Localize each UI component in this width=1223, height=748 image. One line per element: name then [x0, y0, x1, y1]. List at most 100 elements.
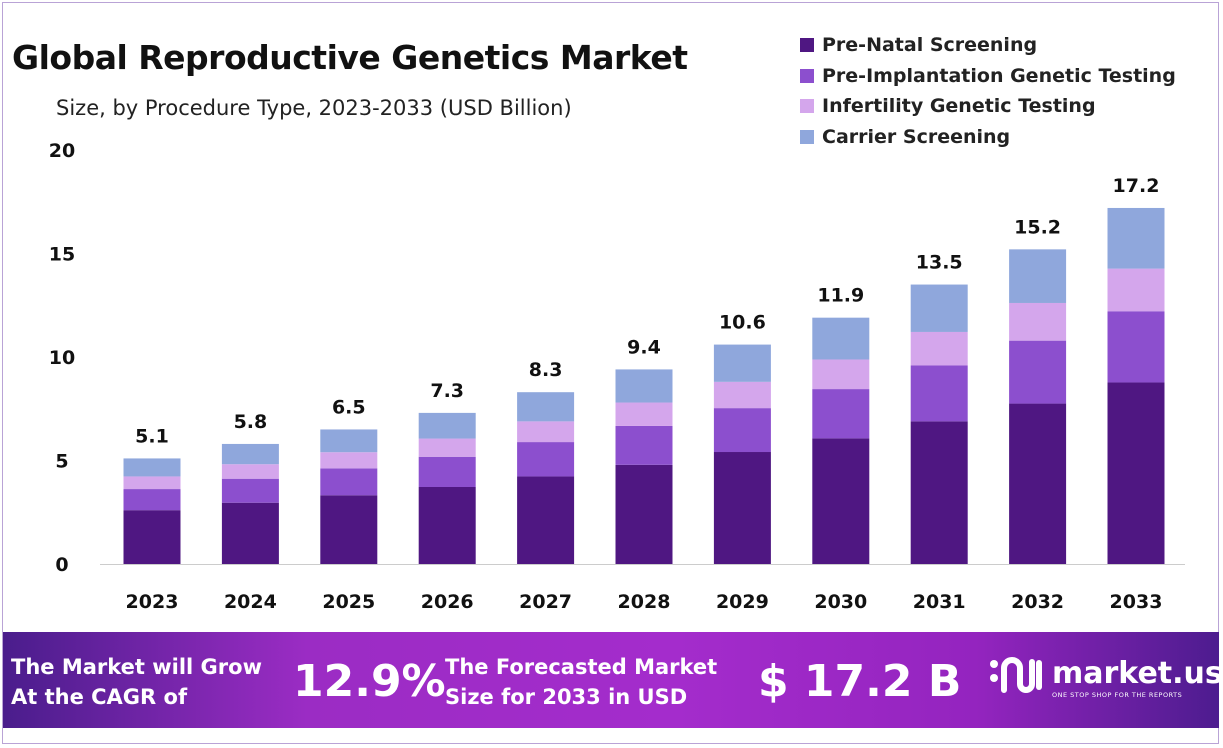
- bar-segment-carrier-screening-2025: [320, 429, 378, 453]
- y-tick-label: 0: [55, 554, 68, 576]
- bar-segment-carrier-screening-2023: [123, 458, 181, 477]
- legend-item: Infertility Genetic Testing: [800, 91, 1176, 122]
- bar-segment-carrier-screening-2029: [713, 344, 771, 382]
- bar-segment-carrier-screening-2031: [910, 284, 968, 332]
- y-tick-label: 15: [49, 244, 75, 266]
- forecast-label-line1: The Forecasted Market: [445, 655, 718, 679]
- bar-segment-infertility-genetic-testing-2024: [221, 464, 279, 479]
- bar-segment-pre-natal-screening-2024: [221, 502, 279, 564]
- bar-segment-pre-implantation-genetic-testing-2026: [418, 456, 476, 487]
- legend-swatch: [800, 68, 814, 83]
- legend-label: Infertility Genetic Testing: [822, 95, 1096, 118]
- legend-label: Pre-Natal Screening: [822, 34, 1038, 57]
- bar-segment-pre-natal-screening-2027: [517, 476, 575, 564]
- legend-swatch: [800, 99, 814, 114]
- cagr-label-line1: The Market will Grow: [11, 655, 262, 679]
- bar-segment-infertility-genetic-testing-2023: [123, 476, 181, 490]
- bar-segment-carrier-screening-2030: [812, 317, 870, 360]
- bar-segment-infertility-genetic-testing-2027: [517, 421, 575, 443]
- cagr-value: 12.9%: [293, 656, 446, 707]
- y-tick-label: 20: [49, 140, 75, 162]
- legend-swatch: [800, 129, 814, 144]
- x-tick-label: 2033: [1110, 591, 1163, 613]
- bar-segment-pre-natal-screening-2028: [615, 464, 673, 564]
- bar-segment-carrier-screening-2032: [1009, 249, 1067, 303]
- x-tick-label: 2032: [1011, 591, 1064, 613]
- bar-segment-pre-implantation-genetic-testing-2030: [812, 389, 870, 439]
- bar-segment-carrier-screening-2024: [221, 443, 279, 465]
- bar-segment-pre-natal-screening-2032: [1009, 403, 1067, 564]
- x-tick-label: 2025: [322, 591, 375, 613]
- legend-item: Pre-Implantation Genetic Testing: [800, 61, 1176, 92]
- total-label-2032: 15.2: [1014, 216, 1061, 238]
- legend-item: Carrier Screening: [800, 122, 1176, 153]
- bar-segment-infertility-genetic-testing-2031: [910, 331, 968, 366]
- x-tick-label: 2029: [716, 591, 769, 613]
- total-label-2025: 6.5: [332, 396, 366, 418]
- bar-segment-pre-implantation-genetic-testing-2023: [123, 489, 181, 511]
- x-tick-label: 2026: [421, 591, 474, 613]
- bar-segment-pre-implantation-genetic-testing-2024: [221, 478, 279, 503]
- x-tick-label: 2028: [618, 591, 671, 613]
- bar-segment-pre-natal-screening-2031: [910, 421, 968, 564]
- bar-segment-pre-implantation-genetic-testing-2025: [320, 468, 378, 496]
- x-tick-label: 2027: [519, 591, 572, 613]
- total-label-2031: 13.5: [916, 252, 963, 274]
- x-tick-label: 2023: [126, 591, 179, 613]
- logo-icon: [990, 657, 1042, 693]
- legend-swatch: [800, 38, 814, 53]
- bar-segment-pre-natal-screening-2023: [123, 510, 181, 564]
- x-tick-label: 2024: [224, 591, 277, 613]
- forecast-value: $ 17.2 B: [758, 656, 962, 707]
- bar-segment-infertility-genetic-testing-2025: [320, 452, 378, 469]
- legend-item: Pre-Natal Screening: [800, 30, 1176, 61]
- cagr-label-line2: At the CAGR of: [11, 685, 188, 709]
- chart-title: Global Reproductive Genetics Market: [12, 38, 688, 77]
- chart-subtitle: Size, by Procedure Type, 2023-2033 (USD …: [56, 96, 572, 120]
- total-label-2026: 7.3: [430, 380, 464, 402]
- bar-segment-pre-implantation-genetic-testing-2027: [517, 442, 575, 477]
- x-tick-label: 2031: [913, 591, 966, 613]
- y-tick-label: 10: [49, 347, 75, 369]
- bar-segment-infertility-genetic-testing-2033: [1107, 268, 1165, 312]
- bar-segment-infertility-genetic-testing-2028: [615, 402, 673, 426]
- total-label-2024: 5.8: [234, 411, 268, 433]
- bar-segment-carrier-screening-2026: [418, 412, 476, 439]
- legend: Pre-Natal Screening Pre-Implantation Gene…: [800, 30, 1176, 152]
- bar-segment-pre-implantation-genetic-testing-2029: [713, 408, 771, 453]
- cagr-label: The Market will Grow At the CAGR of: [11, 652, 262, 712]
- legend-label: Pre-Implantation Genetic Testing: [822, 64, 1176, 87]
- bar-segment-infertility-genetic-testing-2026: [418, 438, 476, 457]
- bar-segment-infertility-genetic-testing-2032: [1009, 302, 1067, 341]
- logo-name: market.us: [1052, 655, 1223, 691]
- total-label-2030: 11.9: [817, 285, 864, 307]
- y-tick-label: 5: [55, 451, 68, 473]
- total-label-2033: 17.2: [1113, 175, 1160, 197]
- total-label-2027: 8.3: [529, 359, 563, 381]
- stacked-bar-chart: 0 5 10 15 20 5.1 2023 5.8 2024 6.5 2025 7.3 2026 8.3 2…: [49, 140, 1185, 613]
- bar-segment-infertility-genetic-testing-2029: [713, 381, 771, 409]
- legend-label: Carrier Screening: [822, 125, 1011, 148]
- bar-segment-pre-natal-screening-2025: [320, 495, 378, 564]
- bar-segment-infertility-genetic-testing-2030: [812, 359, 870, 390]
- forecast-label: The Forecasted Market Size for 2033 in U…: [445, 652, 717, 712]
- x-tick-label: 2030: [814, 591, 867, 613]
- bar-segment-pre-natal-screening-2030: [812, 438, 870, 564]
- bar-segment-pre-implantation-genetic-testing-2032: [1009, 340, 1067, 404]
- bar-segment-pre-natal-screening-2033: [1107, 382, 1165, 564]
- bar-segment-pre-natal-screening-2026: [418, 486, 476, 564]
- total-label-2029: 10.6: [719, 312, 766, 334]
- forecast-label-line2: Size for 2033 in USD: [445, 685, 688, 709]
- total-label-2028: 9.4: [627, 336, 661, 358]
- bar-segment-carrier-screening-2033: [1107, 207, 1165, 269]
- logo-tagline: ONE STOP SHOP FOR THE REPORTS: [1052, 690, 1183, 699]
- bar-segment-carrier-screening-2028: [615, 369, 673, 403]
- bar-segment-carrier-screening-2027: [517, 392, 575, 422]
- market-us-logo: market.us ONE STOP SHOP FOR THE REPORTS: [988, 654, 1223, 700]
- bar-segment-pre-natal-screening-2029: [713, 452, 771, 564]
- total-label-2023: 5.1: [135, 425, 169, 447]
- summary-banner: The Market will Grow At the CAGR of 12.9…: [3, 632, 1223, 728]
- bar-segment-pre-implantation-genetic-testing-2031: [910, 365, 968, 422]
- bar-segment-pre-implantation-genetic-testing-2028: [615, 425, 673, 465]
